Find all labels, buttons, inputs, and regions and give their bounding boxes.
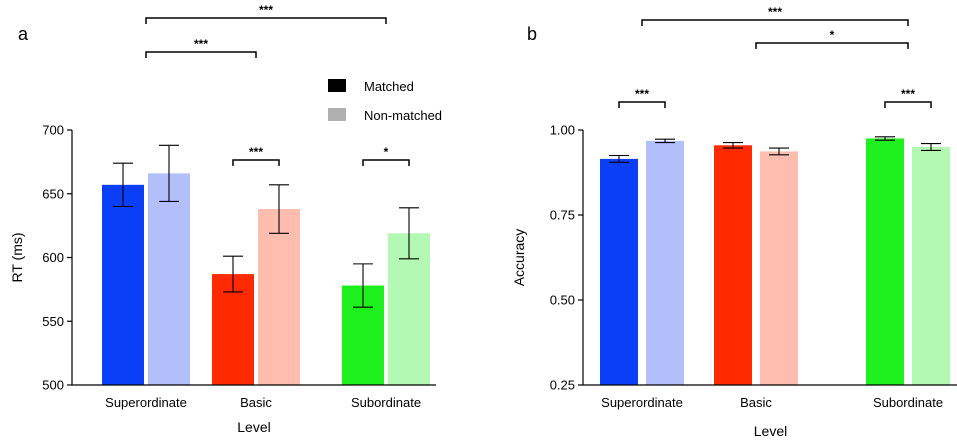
significance-bracket	[755, 42, 909, 49]
y-tick-label: 700	[42, 123, 64, 138]
significance-label: ***	[768, 5, 782, 19]
x-tick-label: Superordinate	[105, 395, 187, 410]
significance-label: *	[830, 28, 835, 42]
panel-a-label: a	[18, 24, 29, 44]
bar-matched	[866, 138, 904, 385]
significance-bracket	[618, 101, 666, 108]
bar-non-matched	[912, 147, 950, 385]
y-tick-label: 0.50	[550, 293, 575, 308]
significance-bracket	[232, 159, 280, 166]
x-axis-title: Level	[754, 423, 787, 439]
bar-non-matched	[760, 151, 798, 385]
y-tick-label: 1.00	[550, 123, 575, 138]
x-tick-label: Subordinate	[873, 395, 943, 410]
significance-label: ***	[901, 87, 915, 101]
bar-matched	[102, 184, 144, 385]
x-tick-label: Superordinate	[601, 395, 683, 410]
significance-label: ***	[194, 37, 208, 51]
y-tick-label: 0.25	[550, 378, 575, 393]
bar-matched	[600, 158, 638, 385]
legend-swatch-non-matched	[328, 108, 346, 121]
significance-bracket	[145, 17, 387, 24]
panel-b-label: b	[527, 24, 537, 44]
bar-non-matched	[646, 140, 684, 385]
significance-bracket	[145, 51, 257, 58]
bar-matched	[714, 145, 752, 385]
panel-b: b 0.25 0.50 0.75 1.00 Superordinate Basic Subo…	[511, 5, 957, 439]
panel-a: a 500 550 600 650 700 Superordinate Basic Subor…	[9, 3, 436, 435]
significance-label: ***	[249, 145, 263, 159]
significance-label: *	[384, 145, 389, 159]
x-tick-label: Subordinate	[351, 395, 421, 410]
significance-label: ***	[259, 3, 273, 17]
y-tick-label: 650	[42, 186, 64, 201]
bar-matched	[212, 274, 254, 385]
y-axis-title: RT (ms)	[9, 232, 25, 282]
bar-non-matched	[258, 209, 300, 385]
x-tick-label: Basic	[240, 395, 272, 410]
legend-label-non-matched: Non-matched	[364, 108, 442, 123]
significance-bracket	[362, 159, 410, 166]
legend: Matched Non-matched	[328, 79, 442, 123]
y-axis-title: Accuracy	[511, 229, 527, 287]
x-tick-label: Basic	[740, 395, 772, 410]
legend-label-matched: Matched	[364, 79, 414, 94]
y-tick-label: 0.75	[550, 208, 575, 223]
x-axis-title: Level	[237, 419, 270, 435]
legend-swatch-matched	[328, 79, 346, 92]
y-tick-label: 600	[42, 250, 64, 265]
significance-label: ***	[635, 87, 649, 101]
y-tick-label: 550	[42, 314, 64, 329]
bar-non-matched	[148, 173, 190, 385]
significance-bracket	[884, 101, 932, 108]
significance-bracket	[641, 19, 909, 26]
y-tick-label: 500	[42, 378, 64, 393]
